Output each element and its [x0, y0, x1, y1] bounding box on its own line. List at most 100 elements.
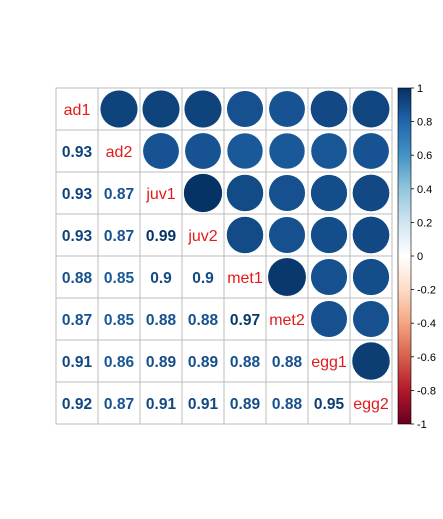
colorbar-tick-label: 0.8	[417, 117, 432, 129]
grid-cell	[265, 381, 309, 425]
colorbar-tick-label: -0.6	[417, 352, 436, 364]
variable-label: ad2	[106, 144, 133, 161]
correlation-value: 0.87	[62, 312, 92, 329]
variable-label: juv2	[187, 228, 217, 245]
correlation-circle	[352, 174, 390, 212]
colorbar-tick-label: -1	[417, 419, 427, 431]
correlation-value: 0.91	[188, 396, 219, 413]
grid-cell	[265, 297, 309, 341]
grid-cell	[55, 87, 99, 131]
variable-label: met2	[269, 312, 305, 329]
grid-cell	[181, 381, 225, 425]
correlation-value: 0.86	[104, 354, 135, 371]
correlation-circle	[184, 132, 222, 170]
correlation-value: 0.88	[272, 396, 303, 413]
grid-cell	[55, 171, 99, 215]
grid-cell	[139, 381, 183, 425]
variable-label: met1	[227, 270, 263, 287]
grid-cell	[265, 339, 309, 383]
correlation-circle	[310, 216, 348, 254]
grid-cell	[97, 339, 141, 383]
correlation-circle	[268, 90, 306, 128]
correlation-value: 0.87	[104, 228, 134, 245]
correlation-value: 0.88	[146, 312, 177, 329]
colorbar-tick-label: 0.2	[417, 217, 432, 229]
grid-cell	[223, 381, 267, 425]
correlation-value: 0.9	[150, 270, 172, 287]
correlation-circle	[183, 173, 223, 213]
correlation-value: 0.91	[146, 396, 177, 413]
grid-cell	[223, 255, 267, 299]
correlation-circle	[142, 132, 180, 170]
correlation-circle	[310, 174, 348, 212]
correlation-value: 0.89	[230, 396, 261, 413]
correlation-circle	[352, 300, 390, 338]
colorbar-tick-label: 0.6	[417, 150, 432, 162]
grid-cell	[97, 297, 141, 341]
grid-cell	[97, 171, 141, 215]
correlation-circle	[268, 132, 306, 170]
correlation-value: 0.88	[62, 270, 93, 287]
correlation-circle	[351, 341, 391, 381]
correlation-circle	[141, 89, 181, 129]
correlation-value: 0.88	[272, 354, 303, 371]
correlation-circle	[352, 90, 390, 128]
grid-cell	[349, 381, 393, 425]
correlation-circle	[352, 132, 390, 170]
correlation-circle	[99, 89, 139, 129]
correlation-value: 0.93	[62, 144, 93, 161]
variable-label: egg2	[353, 396, 389, 413]
variable-label: egg1	[311, 354, 347, 371]
correlation-value: 0.92	[62, 396, 92, 413]
grid-cell	[181, 213, 225, 257]
correlation-circle	[268, 216, 306, 254]
correlation-value: 0.87	[104, 186, 134, 203]
correlation-value: 0.85	[104, 312, 135, 329]
correlation-circle	[226, 174, 264, 212]
grid-cell	[307, 339, 351, 383]
colorbar-tick-label: -0.2	[417, 285, 436, 297]
variable-label: ad1	[64, 102, 91, 119]
correlation-circle	[352, 258, 390, 296]
grid-cell	[139, 297, 183, 341]
correlation-value: 0.88	[230, 354, 261, 371]
correlation-value: 0.99	[146, 228, 177, 245]
correlation-value: 0.89	[146, 354, 177, 371]
correlation-value: 0.87	[104, 396, 134, 413]
correlation-circle	[183, 89, 223, 129]
correlation-value: 0.89	[188, 354, 219, 371]
correlation-circle	[226, 90, 264, 128]
variable-label: juv1	[145, 186, 175, 203]
correlation-value: 0.97	[230, 312, 260, 329]
colorbar-tick-label: -0.4	[417, 318, 436, 330]
grid-cell	[139, 171, 183, 215]
grid-cell	[97, 129, 141, 173]
colorbar: 1 0.8 0.6 0.4 0.2 0 -0.2 -0.4 -0.6 -0.8 -1	[397, 83, 436, 431]
correlation-circle	[268, 174, 306, 212]
correlation-value: 0.91	[62, 354, 93, 371]
correlation-circle	[226, 132, 264, 170]
correlation-circle	[267, 257, 307, 297]
correlation-circle	[310, 258, 348, 296]
matrix-marks: ad1 0.93 ad2 0.93 0.87 juv1 0.93 0.87 0.99 juv2 0.…	[62, 89, 391, 413]
correlation-circle	[310, 132, 348, 170]
grid-cell	[181, 255, 225, 299]
grid-cell	[139, 213, 183, 257]
correlation-circle	[352, 216, 390, 254]
correlation-value: 0.88	[188, 312, 219, 329]
grid-cell	[139, 339, 183, 383]
correlation-value: 0.93	[62, 228, 93, 245]
correlation-circle	[310, 300, 348, 338]
grid-cell	[223, 339, 267, 383]
colorbar-tick-label: 1	[417, 83, 423, 95]
colorbar-gradient	[397, 87, 412, 425]
correlation-value: 0.9	[192, 270, 214, 287]
colorbar-tick-label: 0.4	[417, 184, 432, 196]
correlation-value: 0.85	[104, 270, 135, 287]
correlation-value: 0.93	[62, 186, 93, 203]
colorbar-tick-label: 0	[417, 251, 423, 263]
colorbar-tick-label: -0.8	[417, 385, 436, 397]
correlation-value: 0.95	[314, 396, 345, 413]
correlation-circle	[310, 90, 348, 128]
